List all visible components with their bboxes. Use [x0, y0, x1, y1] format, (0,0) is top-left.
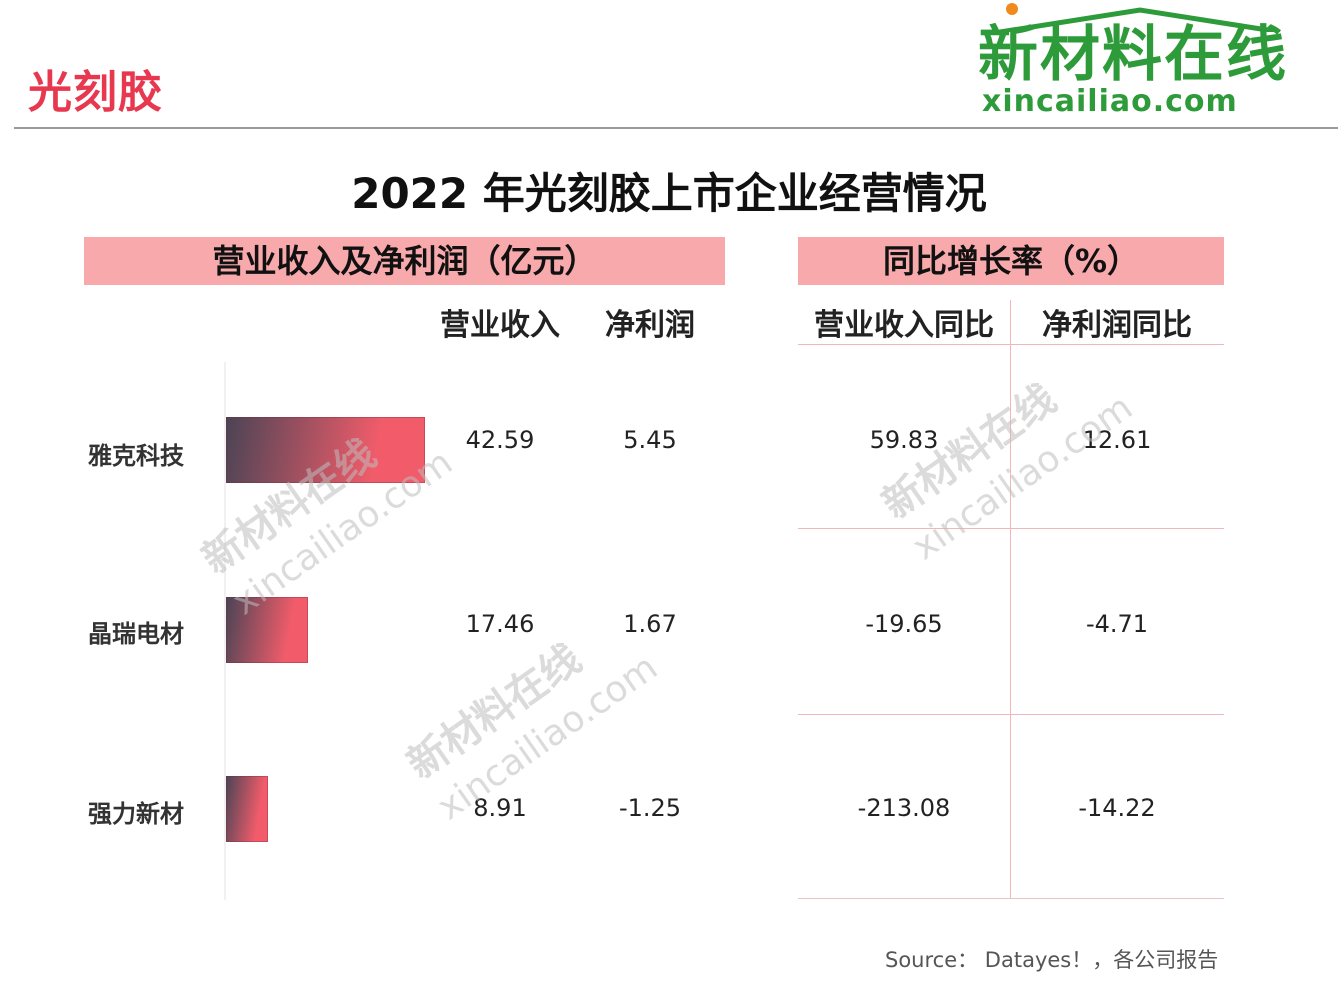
col-header-revenue: 营业收入 — [440, 308, 560, 343]
logo-chinese: 新材料在线 — [978, 20, 1288, 90]
profit-value: 1.67 — [623, 610, 677, 638]
chart-title: 2022 年光刻胶上市企业经营情况 — [351, 169, 987, 218]
revenue-bar — [226, 417, 425, 483]
left-band-label: 营业收入及净利润（亿元） — [84, 237, 725, 285]
col-header-revenue-yoy: 营业收入同比 — [814, 308, 994, 343]
company-label: 晶瑞电材 — [88, 620, 184, 648]
header-divider — [14, 127, 1338, 129]
profit-yoy-value: -14.22 — [1078, 794, 1156, 822]
bar-axis — [224, 362, 226, 900]
col-header-profit-yoy: 净利润同比 — [1042, 308, 1192, 343]
revenue-value: 17.46 — [465, 610, 535, 638]
right-band-label: 同比增长率（%） — [798, 237, 1224, 285]
revenue-bar — [226, 597, 308, 663]
revenue-yoy-value: -213.08 — [857, 794, 951, 822]
revenue-yoy-value: 59.83 — [869, 426, 939, 454]
grid-line — [798, 344, 1224, 345]
col-header-profit: 净利润 — [605, 308, 695, 343]
revenue-value: 8.91 — [473, 794, 527, 822]
logo-english: xincailiao.com — [982, 84, 1238, 119]
profit-yoy-value: -4.71 — [1085, 610, 1149, 638]
watermark-text: xincailiao.com — [905, 387, 1140, 568]
watermark-text: 新材料在线 — [399, 636, 589, 788]
grid-line — [798, 714, 1224, 715]
grid-line — [798, 528, 1224, 529]
company-label: 雅克科技 — [88, 442, 184, 470]
company-label: 强力新材 — [88, 800, 184, 828]
revenue-bar — [226, 776, 268, 842]
grid-line — [798, 898, 1224, 899]
grid-divider — [1010, 300, 1011, 898]
revenue-value: 42.59 — [465, 426, 535, 454]
profit-value: -1.25 — [618, 794, 682, 822]
profit-yoy-value: 12.61 — [1082, 426, 1152, 454]
logo-roof-icon — [999, 3, 1281, 32]
revenue-yoy-value: -19.65 — [865, 610, 943, 638]
source-note: Source： Datayes！，各公司报告 — [885, 948, 1219, 972]
profit-value: 5.45 — [623, 426, 677, 454]
section-title: 光刻胶 — [28, 67, 163, 118]
